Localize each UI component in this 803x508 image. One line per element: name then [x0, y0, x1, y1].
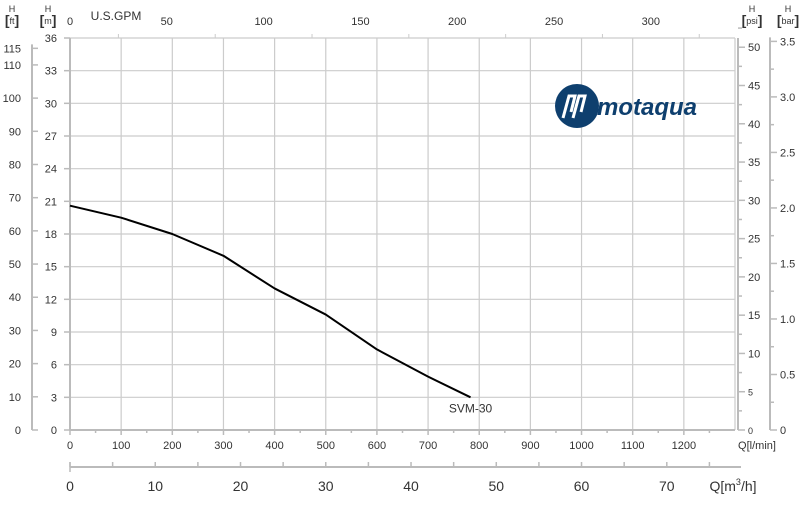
head-ft-tick-label: 0 — [15, 425, 21, 437]
head-bar-tick-label: 1.0 — [780, 314, 795, 326]
head-ft-tick-label: 80 — [9, 159, 21, 171]
flow-gpm-tick-label: 150 — [351, 16, 369, 28]
head-ft-axis-label-top: H — [9, 4, 16, 14]
flow-m3h-tick-label: 0 — [66, 478, 74, 494]
head-m-tick-label: 3 — [51, 392, 57, 404]
head-m-axis-label-top: H — [45, 4, 52, 14]
head-ft-tick-label: 115 — [3, 43, 21, 55]
motaqua-logo: motaqua — [555, 84, 697, 128]
head-bar-axis-label-top: H — [785, 4, 792, 14]
head-psi-tick-label: 0 — [748, 426, 753, 436]
flow-lpm-tick-label: 900 — [521, 440, 539, 452]
flow-lpm-tick-label: 300 — [214, 440, 232, 452]
head-psi-tick-label: 50 — [748, 42, 760, 54]
flow-gpm-tick-label: 200 — [448, 16, 466, 28]
head-m-tick-label: 30 — [45, 98, 57, 110]
flow-m3h-tick-label: 10 — [147, 478, 163, 494]
head-bar-tick-label: 0.5 — [780, 369, 795, 381]
flow-lpm-tick-label: 200 — [163, 440, 181, 452]
head-psi-tick-label: 10 — [748, 348, 760, 360]
head-psi-axis-label-unit: [psi] — [742, 12, 763, 28]
flow-lpm-tick-label: 700 — [419, 440, 437, 452]
head-ft-axis-label-unit: [ft] — [5, 12, 19, 28]
flow-lpm-tick-label: 600 — [368, 440, 386, 452]
head-m-tick-label: 27 — [45, 131, 57, 143]
head-ft-tick-label: 70 — [9, 193, 21, 205]
head-psi-tick-label: 35 — [748, 157, 760, 169]
head-bar-tick-label: 2.5 — [780, 147, 795, 159]
head-ft-tick-label: 90 — [9, 126, 21, 138]
head-bar-tick-label: 3.0 — [780, 92, 795, 104]
head-bar-axis-label-unit: [bar] — [777, 12, 799, 28]
head-ft-tick-label: 50 — [9, 259, 21, 271]
flow-gpm-tick-label: 50 — [161, 16, 173, 28]
head-m-tick-label: 6 — [51, 360, 57, 372]
flow-gpm-tick-label: 250 — [545, 16, 563, 28]
head-bar-tick-label: 2.0 — [780, 203, 795, 215]
flow-m3h-tick-label: 20 — [233, 478, 249, 494]
head-psi-tick-label: 40 — [748, 119, 760, 131]
head-psi-tick-label: 20 — [748, 272, 760, 284]
flow-m3h-tick-label: 50 — [488, 478, 504, 494]
head-m-tick-label: 36 — [45, 33, 57, 45]
head-bar-tick-label: 1.5 — [780, 258, 795, 270]
flow-lpm-tick-label: 500 — [317, 440, 335, 452]
head-ft-tick-label: 10 — [9, 392, 21, 404]
head-ft-tick-label: 40 — [9, 292, 21, 304]
head-m-tick-label: 15 — [45, 262, 57, 274]
head-psi-tick-label: 5 — [748, 388, 753, 398]
head-ft-tick-label: 30 — [9, 325, 21, 337]
label-end: /h] — [741, 478, 757, 494]
head-bar-tick-label: 3.5 — [780, 36, 795, 48]
logo-text: motaqua — [597, 94, 697, 121]
head-m-tick-label: 0 — [51, 425, 57, 437]
flow-lpm-tick-label: 1200 — [672, 440, 696, 452]
flow-gpm-tick-label: 100 — [254, 16, 272, 28]
flow-gpm-axis-label: U.S.GPM — [91, 9, 142, 23]
head-psi-tick-label: 25 — [748, 234, 760, 246]
head-bar-tick-label: 0 — [780, 425, 786, 437]
flow-lpm-tick-label: 0 — [67, 440, 73, 452]
label-sup: 3 — [736, 477, 741, 487]
flow-m3h-tick-label: 30 — [318, 478, 334, 494]
flow-gpm-tick-label: 300 — [642, 16, 660, 28]
head-m-tick-label: 12 — [45, 294, 57, 306]
head-m-tick-label: 24 — [45, 164, 57, 176]
head-psi-tick-label: 30 — [748, 195, 760, 207]
flow-lpm-tick-label: 800 — [470, 440, 488, 452]
flow-lpm-tick-label: 100 — [112, 440, 130, 452]
flow-gpm-tick-label: 0 — [67, 16, 73, 28]
series-label: SVM-30 — [449, 401, 493, 415]
head-psi-tick-label: 45 — [748, 80, 760, 92]
head-m-tick-label: 33 — [45, 66, 57, 78]
head-ft-tick-label: 100 — [3, 93, 21, 105]
head-m-tick-label: 9 — [51, 327, 57, 339]
head-psi-axis-label-top: H — [749, 4, 756, 14]
head-ft-tick-label: 20 — [9, 359, 21, 371]
head-ft-tick-label: 110 — [3, 60, 21, 72]
flow-m3h-axis-label: Q[m3/h] — [709, 477, 756, 494]
label-main: Q[m — [709, 478, 735, 494]
head-m-tick-label: 18 — [45, 229, 57, 241]
flow-lpm-tick-label: 1100 — [621, 440, 645, 452]
head-m-axis-label-unit: [m] — [40, 12, 57, 28]
head-ft-tick-label: 60 — [9, 226, 21, 238]
head-psi-tick-label: 15 — [748, 310, 760, 322]
flow-lpm-tick-label: 1000 — [569, 440, 593, 452]
flow-lpm-tick-label: 400 — [265, 440, 283, 452]
flow-m3h-tick-label: 70 — [659, 478, 675, 494]
flow-m3h-tick-label: 60 — [574, 478, 590, 494]
head-m-tick-label: 21 — [45, 196, 57, 208]
flow-lpm-axis-label: Q[l/min] — [738, 440, 776, 452]
flow-m3h-tick-label: 40 — [403, 478, 419, 494]
logo-m-mark — [561, 94, 587, 119]
